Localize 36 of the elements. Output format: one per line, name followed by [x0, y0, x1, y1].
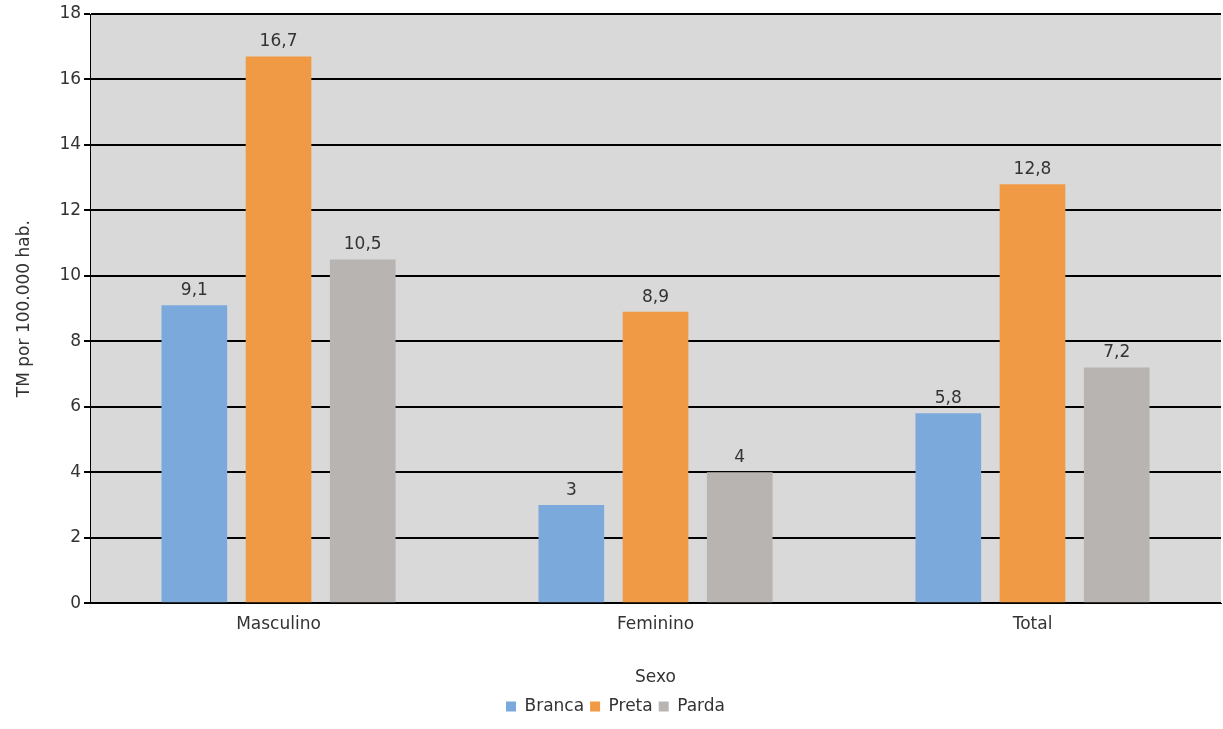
x-axis-title: Sexo	[635, 666, 676, 687]
legend-label: Preta	[608, 694, 653, 715]
bar	[915, 413, 982, 603]
y-tick-label: 4	[70, 460, 82, 481]
bar	[538, 505, 605, 603]
data-label: 10,5	[343, 233, 382, 254]
bar	[161, 305, 228, 603]
legend-label: Branca	[524, 694, 585, 715]
data-label: 7,2	[1103, 341, 1131, 362]
legend-label: Parda	[677, 694, 726, 715]
bar	[245, 56, 312, 603]
y-tick-label: 0	[70, 591, 82, 612]
data-label: 5,8	[934, 387, 962, 408]
data-label: 9,1	[180, 279, 208, 300]
y-tick-label: 18	[59, 2, 82, 23]
y-tick-label: 16	[59, 67, 82, 88]
bar	[706, 472, 773, 603]
bar	[329, 259, 396, 603]
data-label: 12,8	[1013, 158, 1052, 179]
x-tick-label: Masculino	[236, 612, 321, 633]
x-tick-label: Feminino	[616, 612, 695, 633]
bar	[1083, 367, 1150, 603]
y-tick-label: 8	[70, 329, 82, 350]
bar	[999, 184, 1066, 603]
data-label: 8,9	[641, 285, 670, 306]
y-tick-label: 14	[59, 133, 82, 154]
data-label: 16,7	[259, 30, 298, 51]
x-tick-label: Total	[1011, 612, 1053, 633]
y-tick-label: 6	[70, 395, 82, 416]
y-axis-title: TM por 100.000 hab.	[12, 220, 33, 399]
y-tick-label: 12	[59, 198, 82, 219]
data-label: 3	[565, 478, 577, 499]
data-label: 4	[734, 446, 746, 467]
y-tick-label: 2	[70, 526, 82, 547]
y-tick-label: 10	[59, 264, 82, 285]
bar	[622, 311, 689, 603]
